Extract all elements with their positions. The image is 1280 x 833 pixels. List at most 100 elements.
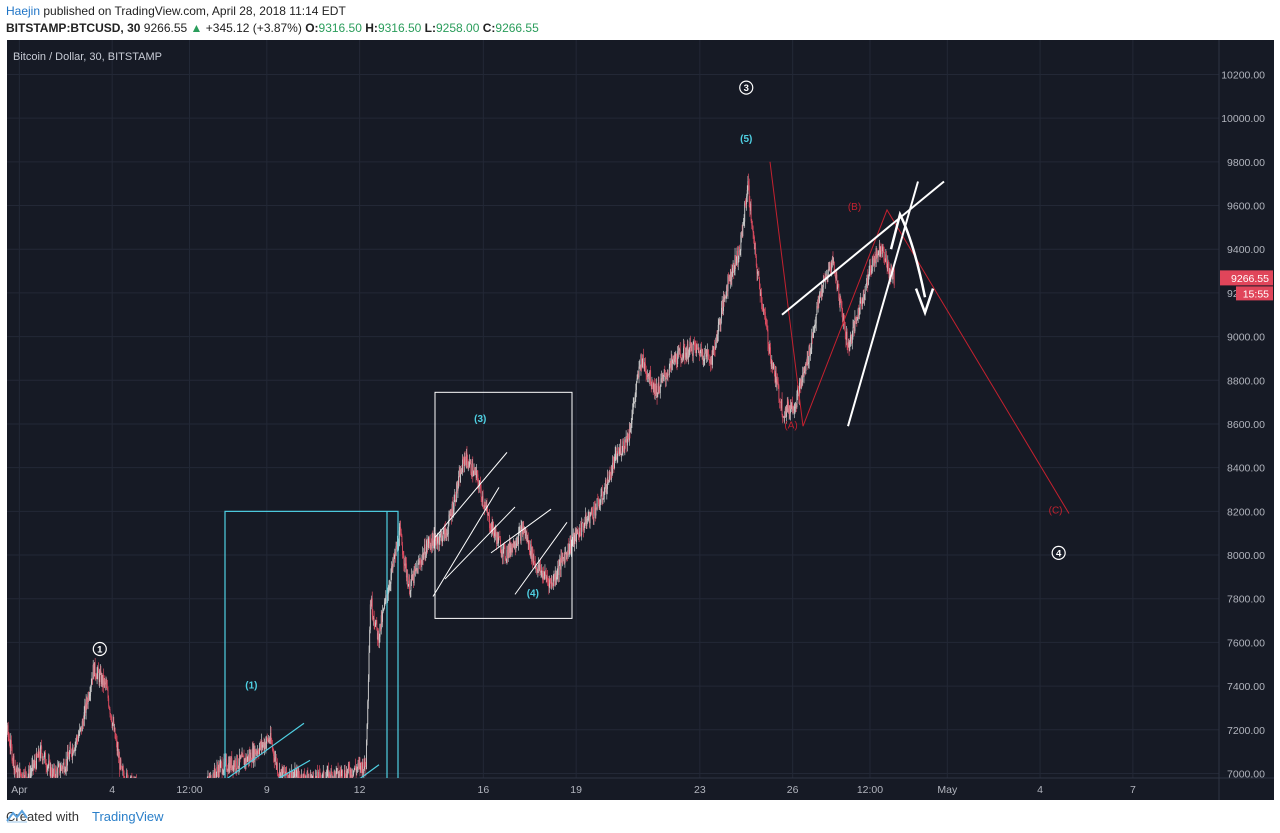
candle-body — [34, 760, 36, 765]
candle-body — [114, 727, 115, 731]
candle-body — [313, 775, 315, 778]
candle-body — [564, 553, 566, 564]
candle-body — [726, 286, 728, 292]
candle-body — [39, 757, 41, 759]
candle-body — [708, 359, 710, 361]
candle-body — [717, 324, 719, 335]
candle-body — [480, 488, 482, 497]
candle-body — [246, 756, 248, 763]
candle-body — [95, 677, 97, 679]
candle-body — [578, 535, 580, 537]
candle-body — [66, 759, 68, 766]
candle-body — [39, 746, 41, 759]
candle-body — [664, 372, 666, 376]
candle-body — [603, 492, 605, 499]
candle-body — [610, 472, 612, 480]
candle-body — [346, 770, 348, 775]
candle-body — [868, 271, 870, 276]
candle-body — [879, 244, 881, 257]
candle-body — [356, 767, 358, 769]
candle-body — [860, 298, 862, 301]
candle-body — [496, 535, 498, 545]
chart-area[interactable]: 1 3 4 (1) (3) (4) (5) (A) (B) (C) Bitcoin / Dollar… — [7, 40, 1274, 800]
y-tick-label: 7000.00 — [1227, 768, 1265, 780]
candle-body — [14, 766, 16, 771]
candle-body — [476, 470, 478, 475]
candle-body — [672, 356, 674, 360]
candle-body — [740, 235, 742, 251]
candle-body — [467, 466, 469, 468]
candle-body — [634, 394, 636, 402]
candle-body — [130, 776, 132, 777]
candle-body — [488, 514, 490, 516]
candle-body — [349, 774, 351, 778]
candle-body — [377, 632, 379, 640]
plot-layer: 1 3 4 (1) (3) (4) (5) (A) (B) (C) — [7, 80, 1070, 778]
channel-line — [434, 452, 508, 538]
candle-body — [775, 373, 777, 383]
candle-body — [97, 667, 99, 673]
candle-body — [567, 552, 568, 557]
candle-body — [665, 377, 667, 380]
candle-body — [604, 488, 606, 493]
candle-body — [529, 551, 531, 556]
candle-body — [322, 773, 324, 778]
candle-body — [638, 366, 640, 378]
author-link[interactable]: Haejin — [6, 4, 41, 18]
candle-body — [268, 739, 269, 742]
candle-body — [756, 265, 758, 274]
candle-body — [800, 379, 802, 388]
candle-body — [317, 771, 318, 778]
candle-body — [666, 377, 668, 378]
candle-body — [507, 550, 509, 559]
candle-body — [663, 374, 664, 376]
candle-body — [226, 770, 228, 772]
candle-body — [331, 774, 333, 778]
candle-body — [737, 250, 739, 264]
candle-body — [76, 737, 78, 740]
price-chart[interactable]: 1 3 4 (1) (3) (4) (5) (A) (B) (C) Bitcoin / Dollar… — [7, 40, 1274, 800]
candle-body — [484, 505, 486, 509]
candle-body — [62, 764, 64, 770]
candle-body — [836, 274, 838, 289]
candle-body — [804, 366, 806, 373]
candle-body — [741, 232, 743, 236]
candle-body — [267, 738, 269, 742]
candle-body — [820, 289, 822, 297]
candle-body — [472, 475, 474, 476]
candle-body — [487, 514, 489, 516]
candle-body — [446, 533, 448, 535]
candle-body — [806, 357, 808, 365]
candle-body — [73, 750, 75, 753]
candle-body — [835, 275, 837, 279]
candle-body — [490, 529, 492, 531]
candle-body — [713, 346, 715, 351]
candle-body — [10, 740, 12, 748]
candle-body — [609, 470, 611, 473]
candle-body — [751, 221, 753, 226]
candle-body — [600, 495, 602, 503]
candle-body — [543, 573, 545, 580]
candle-body — [295, 769, 297, 778]
candle-body — [260, 741, 262, 748]
candle-body — [409, 591, 411, 595]
candle-body — [85, 699, 87, 713]
candle-body — [686, 344, 688, 353]
candle-body — [709, 359, 711, 364]
candle-body — [48, 760, 50, 766]
candle-body — [257, 750, 259, 754]
candle-body — [853, 322, 855, 327]
tradingview-brand[interactable]: TradingView — [92, 809, 164, 824]
candle-body — [621, 453, 623, 456]
candle-body — [524, 527, 526, 536]
candle-body — [340, 772, 342, 777]
candle-body — [61, 765, 63, 768]
candle-body — [628, 429, 630, 441]
candle-body — [645, 372, 647, 375]
candle-body — [351, 769, 353, 777]
candle-body — [684, 352, 686, 358]
candle-body — [550, 579, 552, 584]
candle-body — [790, 405, 792, 409]
candle-body — [744, 202, 746, 222]
channel-line — [514, 521, 568, 595]
